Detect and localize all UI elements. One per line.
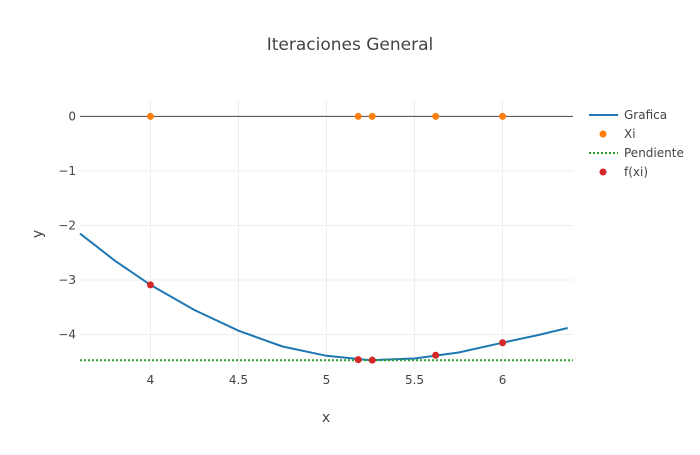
y-tick-label: 0 [68, 109, 76, 123]
y-tick-label: −1 [58, 164, 76, 178]
plot-area: 4 4.5 5 5.5 6 0 −1 −2 −3 −4 [58, 100, 573, 387]
chart-title: Iteraciones General [267, 35, 434, 55]
series-f-xi-point [499, 339, 507, 347]
y-tick-label: −2 [58, 218, 76, 232]
x-tick-label: 5 [323, 373, 331, 387]
legend-swatch-f-xi [599, 168, 607, 176]
x-tick-label: 4 [147, 373, 155, 387]
x-tick-label: 5.5 [405, 373, 424, 387]
y-axis-label: y [30, 230, 46, 238]
series-xi-point [368, 112, 376, 120]
series-f-xi-point [432, 351, 440, 359]
x-tick-labels: 4 4.5 5 5.5 6 [147, 373, 507, 387]
legend-label-f-xi: f(xi) [624, 165, 648, 179]
x-tick-label: 4.5 [229, 373, 248, 387]
series-layer [79, 112, 573, 364]
x-tick-label: 6 [499, 373, 507, 387]
series-f-xi-point [146, 281, 154, 289]
series-xi-point [499, 112, 507, 120]
series-f-xi-point [368, 356, 376, 364]
series-xi-point [146, 112, 154, 120]
x-axis-label: x [322, 410, 330, 426]
legend-label-pendiente: Pendiente [624, 146, 684, 160]
y-tick-labels: 0 −1 −2 −3 −4 [58, 109, 76, 341]
series-f-xi-point [354, 356, 362, 364]
y-tick-label: −3 [58, 273, 76, 287]
grid-lines [80, 100, 573, 370]
legend[interactable]: Grafica Xi Pendiente f(xi) [589, 108, 684, 179]
y-tick-label: −4 [58, 328, 76, 342]
series-xi-point [432, 112, 440, 120]
legend-label-xi: Xi [624, 127, 636, 141]
legend-label-grafica: Grafica [624, 108, 667, 122]
series-xi-point [354, 112, 362, 120]
legend-swatch-xi [599, 130, 607, 138]
series-grafica-line [79, 232, 568, 362]
